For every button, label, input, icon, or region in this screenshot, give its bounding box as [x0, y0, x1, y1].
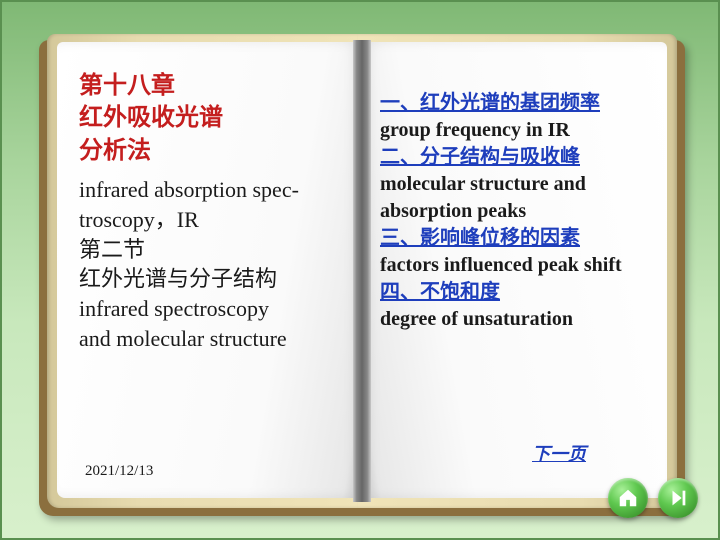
next-icon: [667, 487, 689, 509]
section2-en-2: and molecular structure: [79, 324, 344, 354]
slide-date: 2021/12/13: [85, 463, 153, 480]
toc-link-1[interactable]: 一、红外光谱的基团频率: [380, 92, 600, 114]
home-icon: [617, 487, 639, 509]
section2-en-1: infrared spectroscopy: [79, 294, 344, 324]
toc-link-4[interactable]: 四、不饱和度: [380, 281, 500, 303]
toc-link-3[interactable]: 三、影响峰位移的因素: [380, 227, 580, 249]
right-page: 一、红外光谱的基团频率 group frequency in IR 二、分子结构…: [362, 42, 667, 498]
toc-link-2[interactable]: 二、分子结构与吸收峰: [380, 146, 580, 168]
section2-line1: 第二节: [79, 235, 344, 265]
left-page: 第十八章 红外吸收光谱 分析法 infrared absorption spec…: [57, 42, 362, 498]
chapter-title-line3: 分析法: [79, 135, 344, 167]
next-page-link[interactable]: 下一页: [532, 440, 586, 466]
home-button[interactable]: [608, 478, 648, 518]
chapter-title-line1: 第十八章: [79, 70, 344, 102]
toc-desc-2: molecular structure and absorption peaks: [380, 171, 645, 225]
chapter-subtitle-en-2: troscopy，IR: [79, 205, 344, 235]
toc-desc-4: degree of unsaturation: [380, 306, 645, 333]
toc-desc-1: group frequency in IR: [380, 117, 645, 144]
chapter-title-line2: 红外吸收光谱: [79, 102, 344, 134]
section2-line2: 红外光谱与分子结构: [79, 264, 344, 294]
next-button[interactable]: [658, 478, 698, 518]
chapter-subtitle-en-1: infrared absorption spec-: [79, 175, 344, 205]
toc-desc-3: factors influenced peak shift: [380, 252, 645, 279]
book-spine: [353, 40, 371, 502]
